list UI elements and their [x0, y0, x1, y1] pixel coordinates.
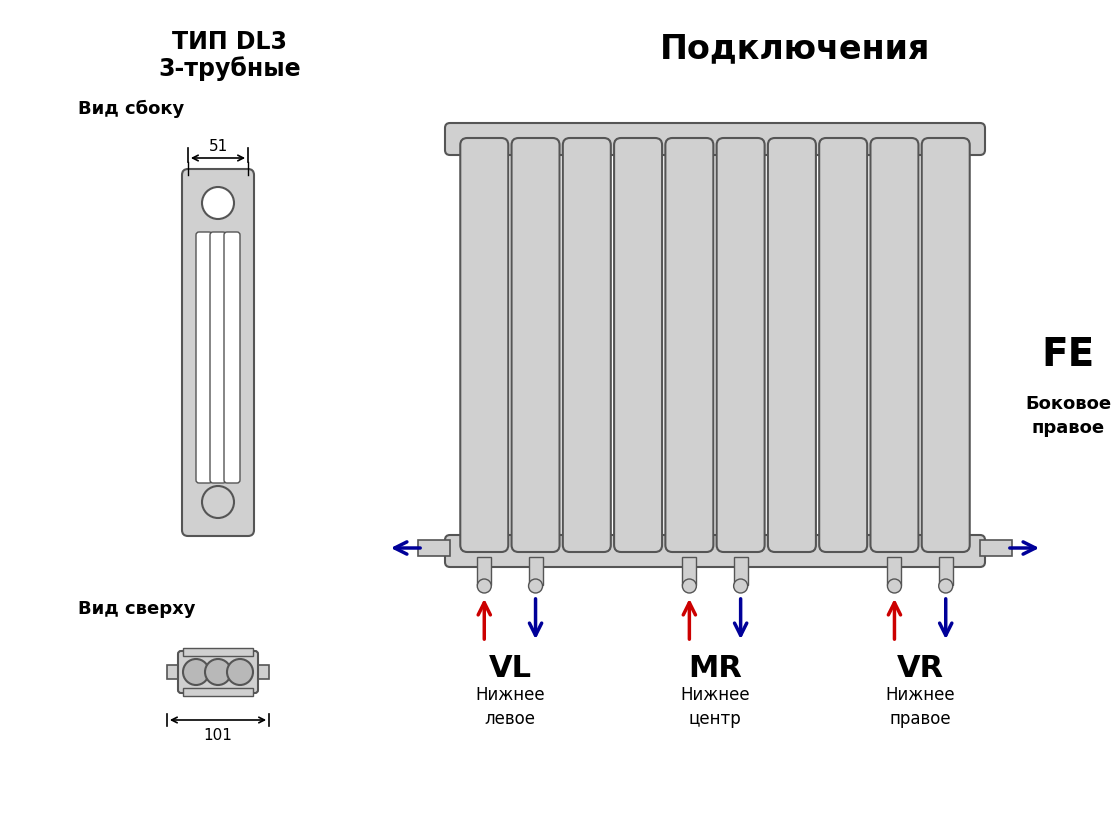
Bar	[734, 557, 747, 585]
FancyBboxPatch shape	[871, 138, 919, 552]
Text: Вид сбоку: Вид сбоку	[78, 100, 185, 118]
Bar	[255, 665, 269, 679]
FancyBboxPatch shape	[768, 138, 816, 552]
Circle shape	[478, 579, 491, 593]
Text: Боковое
правое: Боковое правое	[1025, 395, 1111, 437]
Text: MR: MR	[688, 654, 742, 683]
Text: Вид сверху: Вид сверху	[78, 600, 196, 618]
FancyBboxPatch shape	[666, 138, 714, 552]
FancyBboxPatch shape	[716, 138, 764, 552]
FancyBboxPatch shape	[563, 138, 611, 552]
FancyBboxPatch shape	[445, 123, 985, 155]
Circle shape	[203, 187, 234, 219]
FancyBboxPatch shape	[445, 535, 985, 567]
Circle shape	[184, 659, 209, 685]
Bar	[683, 557, 696, 585]
FancyBboxPatch shape	[182, 169, 254, 536]
FancyBboxPatch shape	[178, 651, 258, 693]
Text: FE: FE	[1042, 336, 1094, 374]
Circle shape	[528, 579, 543, 593]
Circle shape	[203, 486, 234, 518]
FancyBboxPatch shape	[819, 138, 867, 552]
Text: Нижнее
центр: Нижнее центр	[680, 686, 750, 727]
Bar	[980, 540, 1012, 556]
FancyBboxPatch shape	[196, 232, 211, 483]
Circle shape	[734, 579, 747, 593]
Bar	[478, 557, 491, 585]
FancyBboxPatch shape	[210, 232, 226, 483]
FancyBboxPatch shape	[614, 138, 662, 552]
Bar	[184, 688, 253, 696]
Text: VR: VR	[896, 654, 943, 683]
FancyBboxPatch shape	[511, 138, 560, 552]
Text: Подключения: Подключения	[660, 32, 930, 65]
Bar	[167, 665, 181, 679]
Text: 51: 51	[208, 139, 227, 154]
Text: 101: 101	[204, 728, 233, 743]
Text: 3-трубные: 3-трубные	[159, 56, 301, 81]
Text: Нижнее
левое: Нижнее левое	[476, 686, 545, 727]
Bar	[528, 557, 543, 585]
Circle shape	[887, 579, 902, 593]
Circle shape	[939, 579, 952, 593]
Circle shape	[205, 659, 231, 685]
Bar	[419, 540, 450, 556]
FancyBboxPatch shape	[922, 138, 970, 552]
Circle shape	[227, 659, 253, 685]
Text: VL: VL	[488, 654, 532, 683]
Bar	[887, 557, 902, 585]
FancyBboxPatch shape	[224, 232, 239, 483]
Bar	[939, 557, 952, 585]
Text: ТИП DL3: ТИП DL3	[172, 30, 288, 54]
Bar	[184, 648, 253, 656]
Text: Нижнее
правое: Нижнее правое	[885, 686, 955, 727]
FancyBboxPatch shape	[460, 138, 508, 552]
Circle shape	[683, 579, 696, 593]
